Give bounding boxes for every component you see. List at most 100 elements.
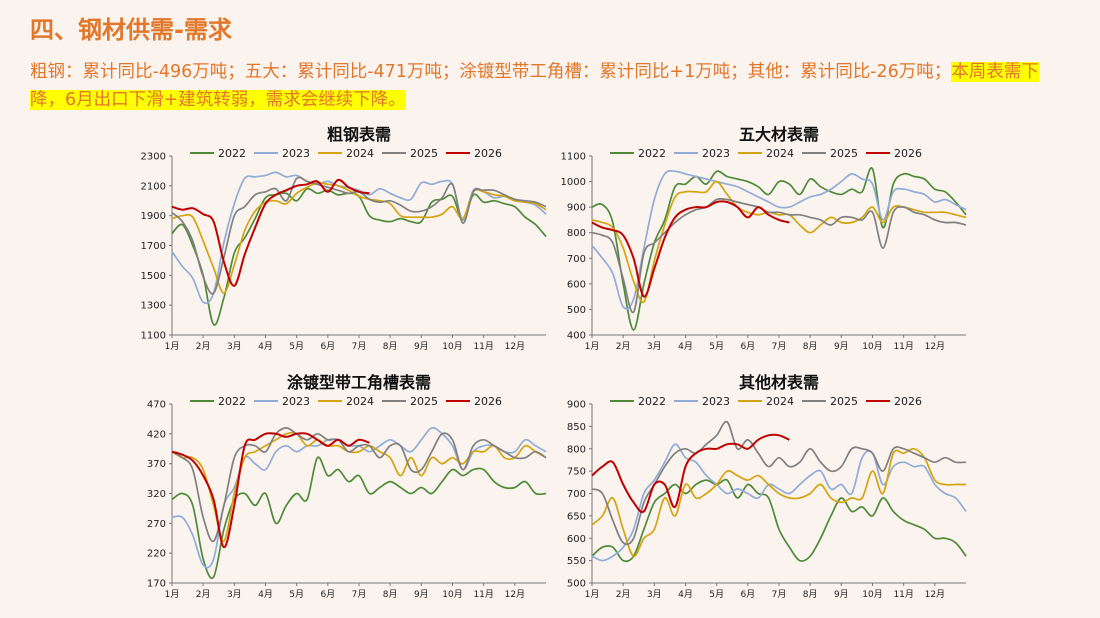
y-tick-label: 500	[567, 305, 586, 316]
y-tick-label: 2300	[141, 152, 166, 163]
x-tick-label: 9月	[414, 589, 429, 600]
y-tick-label: 1900	[141, 211, 166, 222]
series-line-2022	[591, 478, 967, 563]
x-tick-label: 11月	[473, 341, 493, 352]
y-tick-label: 220	[147, 549, 166, 560]
x-tick-label: 1月	[585, 341, 600, 352]
x-tick-label: 8月	[383, 341, 398, 352]
y-tick-label: 550	[567, 556, 586, 567]
chart-title: 五大材表需	[739, 125, 819, 144]
y-tick-label: 800	[567, 228, 586, 239]
series-line-2026	[171, 178, 370, 287]
legend-label-2025: 2025	[410, 395, 438, 408]
legend-label-2024: 2024	[766, 147, 794, 160]
x-tick-label: 1月	[165, 341, 180, 352]
series-line-2023	[591, 169, 967, 310]
series-line-2024	[171, 181, 547, 295]
x-tick-label: 3月	[647, 589, 662, 600]
y-tick-label: 900	[567, 203, 586, 214]
legend-label-2023: 2023	[282, 147, 310, 160]
x-tick-label: 6月	[320, 589, 335, 600]
x-tick-label: 9月	[834, 589, 849, 600]
series-line-2026	[591, 200, 790, 298]
legend-label-2024: 2024	[346, 395, 374, 408]
y-tick-label: 700	[567, 489, 586, 500]
y-tick-label: 600	[567, 534, 586, 545]
x-tick-label: 2月	[616, 589, 631, 600]
y-tick-label: 850	[567, 422, 586, 433]
legend-label-2022: 2022	[638, 147, 666, 160]
x-tick-label: 5月	[709, 589, 724, 600]
x-tick-label: 10月	[862, 341, 882, 352]
y-tick-label: 800	[567, 444, 586, 455]
series-line-2026	[171, 432, 370, 549]
y-tick-label: 650	[567, 511, 586, 522]
x-tick-label: 12月	[925, 341, 945, 352]
legend-label-2024: 2024	[346, 147, 374, 160]
y-tick-label: 500	[567, 579, 586, 590]
x-tick-label: 7月	[772, 341, 787, 352]
legend-label-2024: 2024	[766, 395, 794, 408]
y-tick-label: 900	[567, 400, 586, 411]
legend-label-2023: 2023	[702, 147, 730, 160]
x-tick-label: 2月	[196, 589, 211, 600]
summary-plain: 粗钢：累计同比-496万吨；五大：累计同比-471万吨；涂镀型带工角槽：累计同比…	[30, 62, 952, 82]
series-line-2023	[591, 443, 967, 562]
x-tick-label: 10月	[862, 589, 882, 600]
series-line-2024	[591, 447, 966, 558]
series-line-2025	[591, 197, 967, 314]
series-line-2023	[171, 426, 547, 569]
x-tick-label: 7月	[352, 341, 367, 352]
x-tick-label: 5月	[709, 341, 724, 352]
y-tick-label: 700	[567, 254, 586, 265]
y-tick-label: 470	[147, 400, 166, 411]
legend-label-2025: 2025	[830, 147, 858, 160]
x-tick-label: 4月	[678, 589, 693, 600]
y-tick-label: 2100	[141, 181, 166, 192]
x-tick-label: 10月	[442, 341, 462, 352]
x-tick-label: 11月	[893, 341, 913, 352]
x-tick-label: 7月	[352, 589, 367, 600]
y-tick-label: 320	[147, 489, 166, 500]
series-line-2022	[171, 187, 547, 326]
series-line-2024	[171, 431, 547, 543]
x-tick-label: 10月	[442, 589, 462, 600]
y-tick-label: 1000	[561, 177, 586, 188]
chart-crude-steel-demand: 粗钢表需 2022 2023 2024 2025 2026 1100 1300 1500 1700…	[141, 125, 547, 352]
y-tick-label: 170	[147, 579, 166, 590]
x-tick-label: 1月	[165, 589, 180, 600]
y-tick-label: 370	[147, 459, 166, 470]
x-tick-label: 9月	[414, 341, 429, 352]
legend-label-2026: 2026	[474, 147, 502, 160]
x-tick-label: 1月	[585, 589, 600, 600]
x-tick-label: 3月	[647, 341, 662, 352]
legend-label-2026: 2026	[474, 395, 502, 408]
x-tick-label: 9月	[834, 341, 849, 352]
x-tick-label: 6月	[740, 589, 755, 600]
y-tick-label: 420	[147, 429, 166, 440]
legend-label-2025: 2025	[410, 147, 438, 160]
chart-title: 涂镀型带工角槽表需	[287, 373, 431, 392]
x-tick-label: 4月	[258, 341, 273, 352]
x-tick-label: 4月	[258, 589, 273, 600]
x-tick-label: 5月	[289, 589, 304, 600]
x-tick-label: 11月	[473, 589, 493, 600]
y-tick-label: 1300	[141, 301, 166, 312]
y-tick-label: 1100	[561, 152, 586, 163]
y-tick-label: 1100	[141, 331, 166, 342]
legend-label-2022: 2022	[638, 395, 666, 408]
legend-label-2022: 2022	[218, 147, 246, 160]
x-tick-label: 3月	[227, 589, 242, 600]
x-tick-label: 3月	[227, 341, 242, 352]
x-tick-label: 8月	[803, 589, 818, 600]
x-tick-label: 6月	[740, 341, 755, 352]
x-tick-label: 8月	[803, 341, 818, 352]
x-tick-label: 7月	[772, 589, 787, 600]
y-tick-label: 1700	[141, 241, 166, 252]
y-tick-label: 1500	[141, 271, 166, 282]
x-tick-label: 6月	[320, 341, 335, 352]
chart-other-steel-demand: 其他材表需 2022 2023 2024 2025 2026 500 550 600 650 700…	[567, 373, 967, 600]
series-line-2026	[591, 433, 790, 514]
x-tick-label: 11月	[893, 589, 913, 600]
y-tick-label: 750	[567, 467, 586, 478]
